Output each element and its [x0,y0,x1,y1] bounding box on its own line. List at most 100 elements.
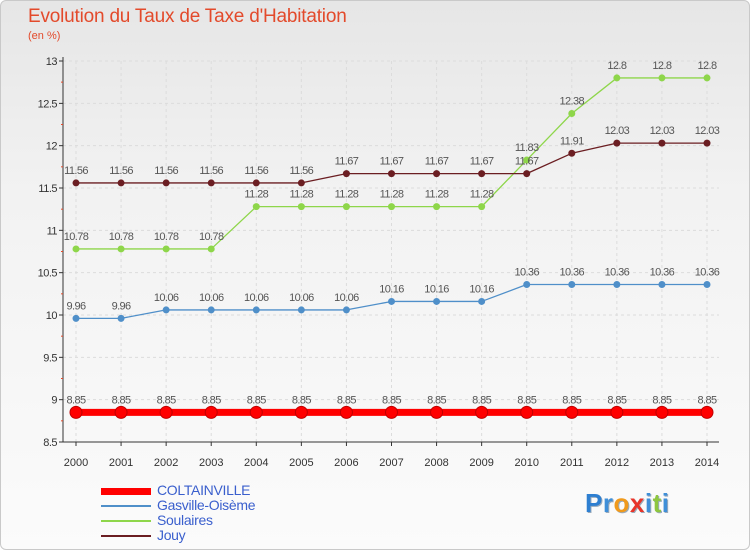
legend-item: Jouy [101,527,341,543]
data-point [297,306,305,314]
data-point [613,74,621,82]
legend-swatch [101,505,151,507]
logo-letter: t [652,488,662,518]
legend-swatch [101,520,151,522]
data-point [162,245,170,253]
data-point [700,405,714,419]
y-tick-label: 8.5 [43,437,57,449]
data-point [72,314,80,322]
legend-item: Gasville-Oisème [101,497,341,513]
data-point [430,405,444,419]
data-point [655,405,669,419]
data-label: 11.28 [244,189,268,201]
x-tick-label: 2012 [605,457,629,469]
x-tick-label: 2002 [154,457,178,469]
legend-label: Jouy [157,527,186,543]
data-label: 10.36 [560,267,585,279]
x-tick-label: 2010 [514,457,538,469]
y-tick-label: 10 [46,310,58,322]
logo-letter: P [585,488,603,518]
x-tick-label: 2013 [650,457,674,469]
data-point [252,179,260,187]
data-label: 12.03 [695,125,720,137]
data-point [523,156,531,164]
y-tick-label: 11.5 [38,183,57,195]
logo-letter: x [629,488,645,518]
data-point [568,281,576,289]
logo-letter: i [644,488,653,518]
data-point [703,281,711,289]
x-tick-label: 2014 [695,457,719,469]
data-label: 10.06 [244,292,269,304]
data-label: 8.85 [382,394,401,406]
x-tick-label: 2009 [469,457,493,469]
data-point [342,203,350,211]
data-label: 11.67 [425,156,449,168]
data-point [385,405,398,419]
x-tick-label: 2001 [109,457,133,469]
data-label: 10.78 [199,231,224,243]
data-label: 11.28 [470,189,494,201]
data-label: 8.85 [472,394,491,406]
data-point [297,203,305,211]
data-point [249,405,263,419]
data-point [207,179,215,187]
data-point [162,179,170,187]
data-label: 12.8 [652,60,671,72]
data-label: 8.85 [337,394,356,406]
data-label: 8.85 [517,394,536,406]
data-label: 10.06 [199,292,224,304]
y-tick-label: 11 [47,225,58,237]
data-point [207,245,215,253]
y-tick-label: 13 [46,56,58,68]
data-point [433,170,441,178]
data-label: 11.28 [289,189,313,201]
data-label: 11.67 [515,156,539,168]
y-tick-label: 12.5 [38,98,58,110]
data-point [342,306,350,314]
x-tick-label: 2011 [560,457,584,469]
data-point [252,203,260,211]
data-point [388,170,395,178]
y-tick-label: 9 [51,395,57,407]
data-label: 10.36 [514,267,539,279]
data-label: 8.85 [427,394,446,406]
x-tick-label: 2000 [64,457,88,469]
legend-label: Gasville-Oisème [157,497,256,513]
y-tick-label: 12 [46,141,58,153]
data-label: 12.8 [607,60,626,72]
data-label: 8.85 [652,394,671,406]
data-point [339,405,353,419]
data-label: 8.85 [697,394,716,406]
data-point [69,405,83,419]
data-label: 10.16 [379,283,404,295]
data-point [117,245,125,253]
data-label: 8.85 [202,394,221,406]
data-label: 8.85 [66,394,85,406]
data-point [703,74,711,82]
data-point [388,297,395,305]
data-label: 10.36 [605,267,630,279]
data-point [72,179,80,187]
data-label: 11.56 [199,165,223,177]
data-point [658,281,666,289]
proxiti-logo: Proxiti [585,488,669,519]
data-label: 11.56 [244,165,268,177]
data-point [478,297,486,305]
legend-item: Soulaires [101,512,341,528]
x-tick-label: 2007 [379,457,403,469]
data-label: 8.85 [157,394,176,406]
data-point [159,405,173,419]
data-point [568,149,576,157]
data-label: 10.78 [109,231,134,243]
data-label: 11.28 [425,189,449,201]
data-label: 11.67 [335,156,359,168]
data-label: 8.85 [247,394,266,406]
data-label: 8.85 [607,394,626,406]
data-point [523,281,531,289]
legend-item: COLTAINVILLE [101,482,341,498]
data-label: 12.8 [697,60,716,72]
data-label: 12.03 [605,125,630,137]
data-point [703,139,711,147]
legend-swatch [101,535,151,537]
